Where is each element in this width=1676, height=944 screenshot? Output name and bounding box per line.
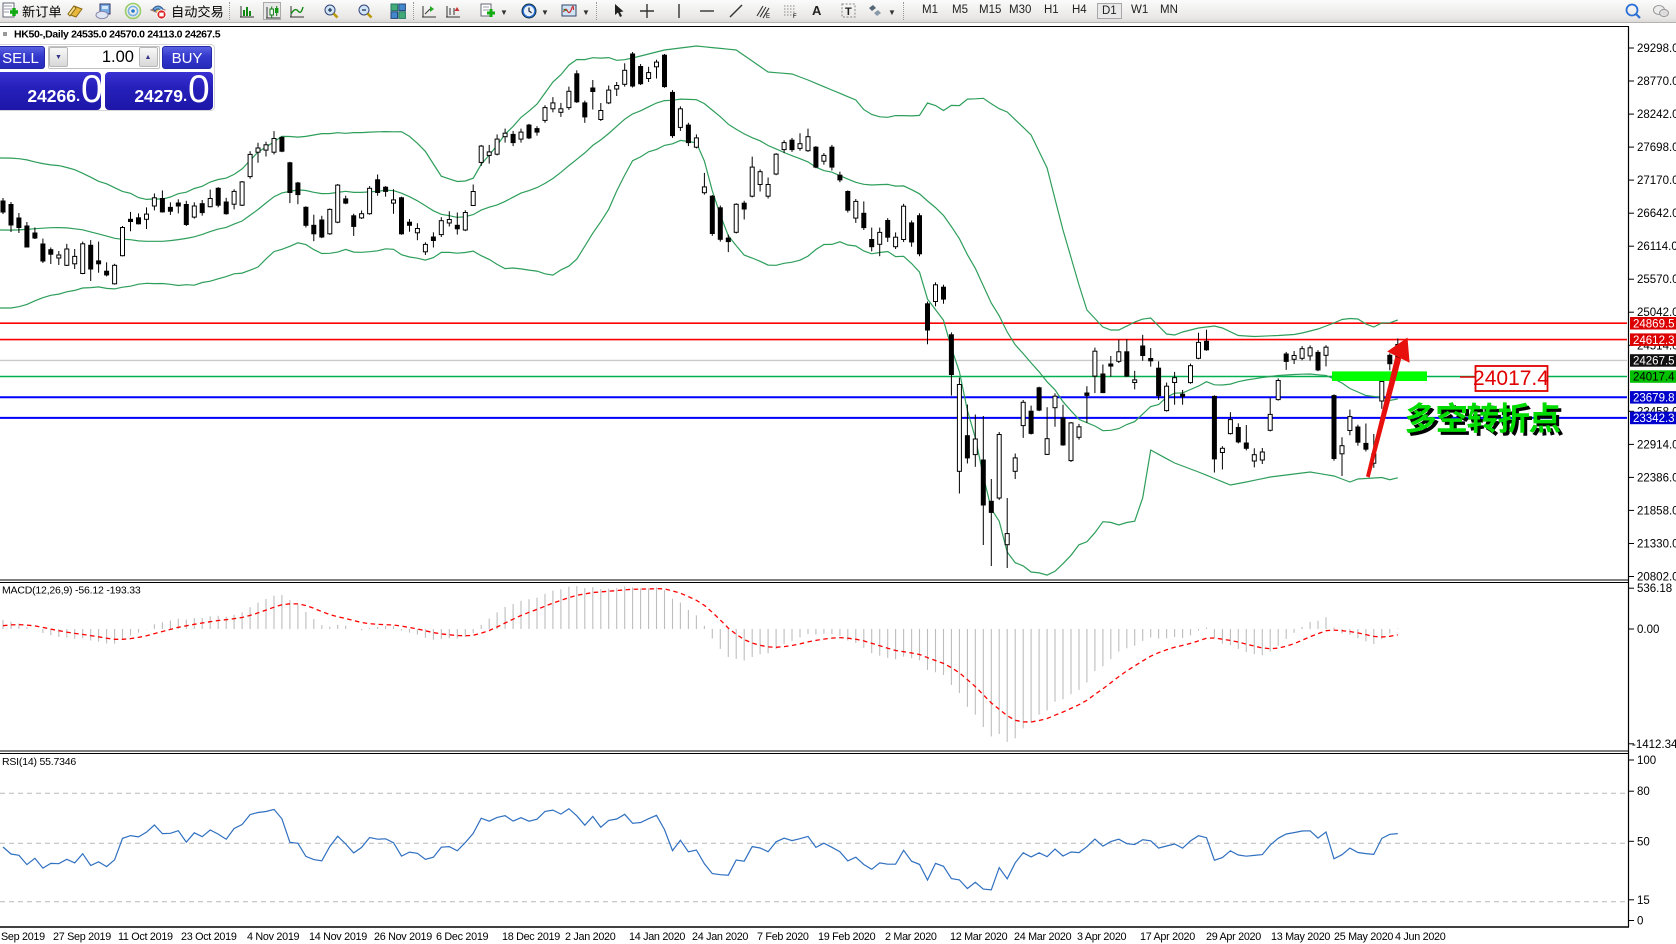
svg-text:24612.3: 24612.3 [1633, 335, 1675, 347]
svg-text:2 Jan 2020: 2 Jan 2020 [565, 931, 616, 943]
svg-text:2 Mar 2020: 2 Mar 2020 [885, 931, 937, 943]
svg-text:24 Jan 2020: 24 Jan 2020 [692, 931, 748, 943]
svg-text:24267.5: 24267.5 [1633, 356, 1675, 368]
svg-text:14 Jan 2020: 14 Jan 2020 [629, 931, 685, 943]
svg-text:28242.0: 28242.0 [1637, 109, 1676, 121]
svg-text:29298.0: 29298.0 [1637, 43, 1676, 55]
svg-text:T: T [845, 6, 852, 18]
svg-text:28770.0: 28770.0 [1637, 76, 1676, 88]
svg-text:25570.0: 25570.0 [1637, 274, 1676, 286]
svg-text:25042.0: 25042.0 [1637, 307, 1676, 319]
svg-text:24 Mar 2020: 24 Mar 2020 [1014, 931, 1072, 943]
svg-text:13 May 2020: 13 May 2020 [1271, 931, 1330, 943]
svg-text:22386.0: 22386.0 [1637, 472, 1676, 484]
svg-text:20802.0: 20802.0 [1637, 572, 1676, 584]
svg-text:26642.0: 26642.0 [1637, 208, 1676, 220]
svg-text:24017.4: 24017.4 [1473, 367, 1549, 390]
svg-text:21858.0: 21858.0 [1637, 505, 1676, 517]
svg-text:4 Jun 2020: 4 Jun 2020 [1395, 931, 1446, 943]
svg-text:15: 15 [1637, 895, 1650, 907]
svg-text:7 Feb 2020: 7 Feb 2020 [757, 931, 809, 943]
svg-text:Sep 2019: Sep 2019 [1, 931, 45, 943]
svg-text:11 Oct 2019: 11 Oct 2019 [118, 931, 173, 943]
svg-text:26114.0: 26114.0 [1637, 241, 1676, 253]
svg-text:19 Feb 2020: 19 Feb 2020 [818, 931, 876, 943]
svg-text:100: 100 [1637, 755, 1656, 767]
svg-text:536.18: 536.18 [1637, 583, 1672, 595]
svg-text:25 May 2020: 25 May 2020 [1334, 931, 1393, 943]
svg-text:MACD(12,26,9) -56.12 -193.33: MACD(12,26,9) -56.12 -193.33 [2, 585, 141, 597]
svg-text:27170.0: 27170.0 [1637, 175, 1676, 187]
svg-text:6 Dec 2019: 6 Dec 2019 [436, 931, 489, 943]
svg-text:24869.5: 24869.5 [1633, 318, 1675, 330]
svg-text:23679.8: 23679.8 [1633, 393, 1675, 405]
svg-text:24017.4: 24017.4 [1633, 372, 1675, 384]
svg-text:0: 0 [1637, 916, 1643, 928]
svg-text:14 Nov 2019: 14 Nov 2019 [309, 931, 367, 943]
svg-text:27 Sep 2019: 27 Sep 2019 [53, 931, 111, 943]
svg-text:F: F [793, 14, 797, 20]
svg-text:E: E [766, 14, 770, 20]
svg-text:RSI(14) 55.7346: RSI(14) 55.7346 [2, 756, 76, 768]
svg-text:23 Oct 2019: 23 Oct 2019 [181, 931, 237, 943]
svg-text:80: 80 [1637, 786, 1650, 798]
svg-text:4 Nov 2019: 4 Nov 2019 [247, 931, 300, 943]
svg-text:21330.0: 21330.0 [1637, 539, 1676, 551]
svg-text:18 Dec 2019: 18 Dec 2019 [502, 931, 560, 943]
svg-text:50: 50 [1637, 836, 1650, 848]
svg-text:0.00: 0.00 [1637, 624, 1659, 636]
svg-text:27698.0: 27698.0 [1637, 142, 1676, 154]
svg-text:HK50-,Daily 24535.0 24570.0 2: HK50-,Daily 24535.0 24570.0 24113.0 2426… [14, 29, 221, 41]
svg-text:-1412.34: -1412.34 [1632, 739, 1676, 751]
svg-text:12 Mar 2020: 12 Mar 2020 [950, 931, 1008, 943]
svg-text:17 Apr 2020: 17 Apr 2020 [1140, 931, 1195, 943]
svg-text:29 Apr 2020: 29 Apr 2020 [1206, 931, 1261, 943]
svg-text:22914.0: 22914.0 [1637, 439, 1676, 451]
svg-text:3 Apr 2020: 3 Apr 2020 [1077, 931, 1127, 943]
svg-text:26 Nov 2019: 26 Nov 2019 [374, 931, 432, 943]
svg-text:23342.3: 23342.3 [1633, 413, 1675, 425]
